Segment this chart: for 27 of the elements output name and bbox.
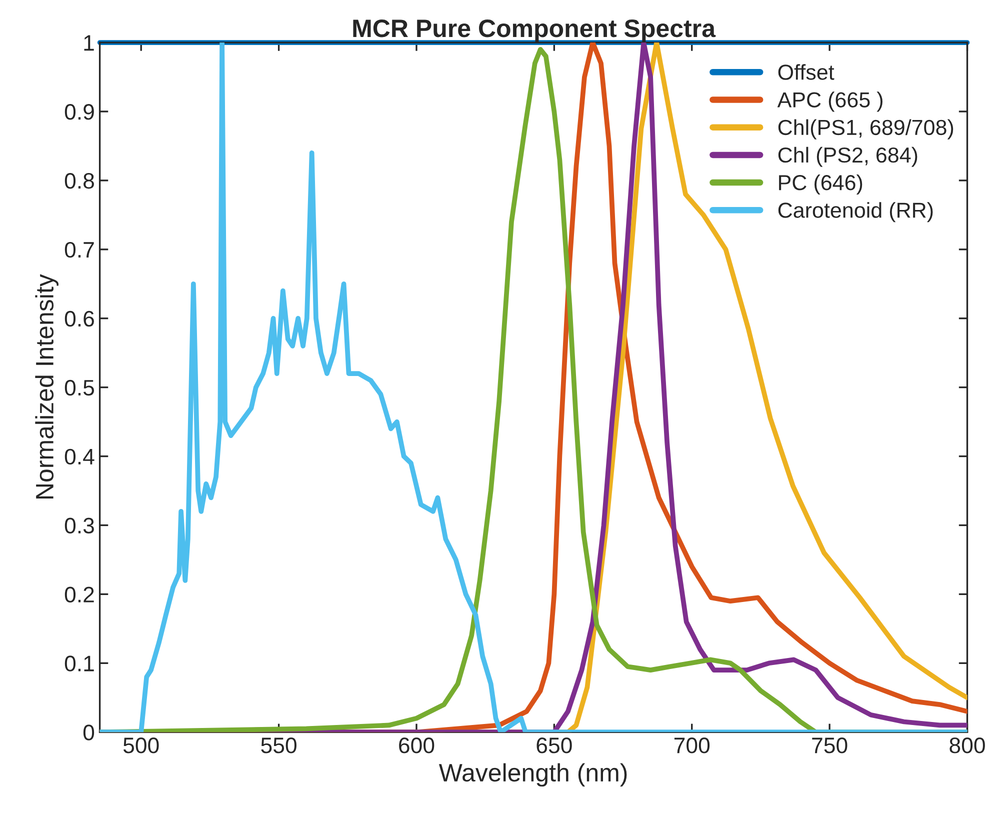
chart-title: MCR Pure Component Spectra (353, 20, 716, 42)
x-tick-label: 500 (123, 738, 159, 754)
legend-label: Chl(PS1, 689/708) (778, 119, 954, 140)
y-tick-label: 0.8 (64, 172, 94, 189)
legend-label: APC (665 ) (777, 92, 882, 112)
y-tick-label: 0 (83, 724, 94, 740)
y-tick-label: 0.9 (64, 104, 94, 120)
y-tick-label: 0.7 (64, 242, 94, 258)
x-tick-label: 800 (950, 738, 985, 754)
legend-label: Carotenoid (RR) (778, 202, 933, 222)
legend-label: Offset (778, 64, 834, 80)
legend-label: Chl (PS2, 684) (778, 146, 918, 167)
y-tick-label: 0.6 (64, 310, 94, 327)
x-tick-label: 600 (399, 738, 434, 754)
y-tick-label: 0.2 (64, 586, 94, 602)
legend-label: PC (646) (779, 174, 862, 195)
x-tick-label: 550 (261, 738, 296, 754)
x-tick-label: 650 (536, 738, 572, 754)
x-tick-label: 750 (812, 738, 848, 754)
y-tick-label: 0.4 (64, 448, 94, 465)
y-tick-label: 0.1 (64, 656, 94, 672)
x-tick-label: 700 (674, 738, 710, 754)
y-tick-label: 0.5 (64, 380, 94, 396)
y-axis-title: Normalized Intensity (35, 274, 58, 499)
y-tick-label: 1 (84, 35, 94, 51)
y-tick-label: 0.3 (64, 518, 94, 534)
x-axis-title: Wavelength (nm) (438, 763, 627, 787)
